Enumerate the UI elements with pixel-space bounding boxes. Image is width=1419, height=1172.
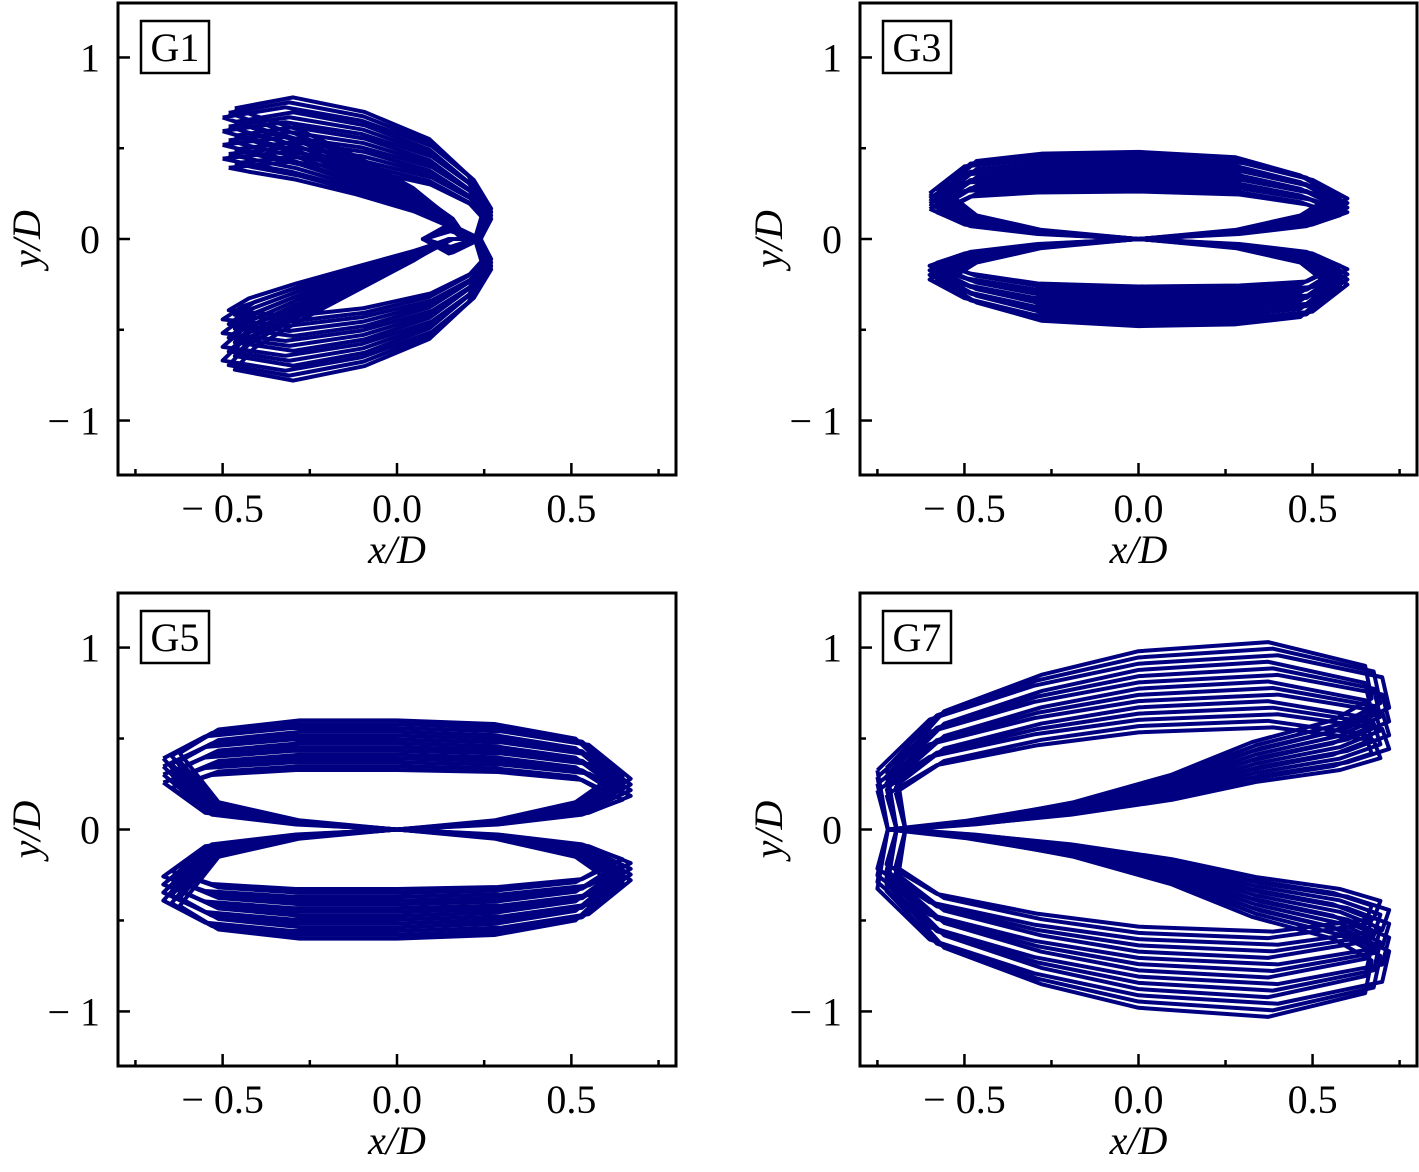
trajectory-line	[226, 159, 490, 319]
trajectory-group	[927, 149, 1350, 329]
panel-tag: G5	[151, 615, 200, 660]
x-tick-label: 0.5	[1288, 1077, 1338, 1122]
y-axis-label: y/D	[4, 801, 49, 863]
panel-tag-box	[881, 19, 953, 75]
panel-tag-box	[139, 609, 211, 665]
x-tick-label: − 0.5	[181, 486, 264, 531]
y-tick-label: 1	[822, 35, 842, 80]
x-tick-label: − 0.5	[923, 486, 1006, 531]
y-tick-label: 0	[822, 808, 842, 853]
panel-tag: G1	[151, 25, 200, 70]
trajectory-line	[934, 189, 1343, 289]
trajectory-line	[893, 718, 1374, 941]
y-axis-label: y/D	[746, 801, 791, 863]
x-tick-label: 0.5	[546, 1077, 596, 1122]
trajectory-line	[884, 705, 1383, 954]
x-axis-label: x/D	[367, 527, 426, 572]
y-tick-label: 0	[822, 217, 842, 262]
x-tick-label: 0.0	[372, 1077, 422, 1122]
y-tick-label: − 1	[789, 399, 842, 444]
panel-g3: − 0.5 0.0 0.5 1 0 − 1 x/D y/D G3	[746, 1, 1419, 572]
panel-tag: G7	[893, 615, 942, 660]
y-tick-label: 1	[822, 626, 842, 671]
x-axis-label: x/D	[1109, 1118, 1168, 1163]
x-axis-label: x/D	[1109, 527, 1168, 572]
x-tick-label: 0.0	[1114, 1077, 1164, 1122]
trajectory-line	[220, 149, 494, 329]
y-tick-label: − 1	[47, 399, 100, 444]
x-tick-label: 0.0	[372, 486, 422, 531]
x-axis-label: x/D	[367, 1118, 426, 1163]
x-tick-label: − 0.5	[923, 1077, 1006, 1122]
x-tick-label: 0.5	[546, 486, 596, 531]
panel-tag-box	[881, 609, 953, 665]
y-axis-label: y/D	[4, 210, 49, 272]
trajectory-line	[884, 686, 1383, 973]
y-tick-label: 1	[80, 626, 100, 671]
trajectory-group	[220, 95, 494, 383]
trajectory-line	[220, 120, 494, 358]
trajectory-line	[169, 768, 625, 891]
trajectory-line	[884, 725, 1383, 934]
panel-g1: − 0.5 0.0 0.5 1 0 − 1 x/D y/D G1	[4, 1, 678, 572]
x-tick-label: 0.0	[1114, 486, 1164, 531]
trajectory-group	[161, 718, 633, 941]
panel-tag-box	[139, 19, 211, 75]
y-tick-label: 0	[80, 808, 100, 853]
panel-g5: − 0.5 0.0 0.5 1 0 − 1 x/D y/D G5	[4, 591, 678, 1163]
x-tick-label: − 0.5	[181, 1077, 264, 1122]
trajectory-group	[875, 640, 1392, 1019]
y-tick-label: 1	[80, 35, 100, 80]
y-tick-label: − 1	[47, 989, 100, 1034]
y-tick-label: 0	[80, 217, 100, 262]
trajectory-line	[220, 105, 494, 373]
trajectory-line	[893, 699, 1374, 960]
trajectory-line	[220, 135, 494, 343]
panel-tag: G3	[893, 25, 942, 70]
panel-g7: − 0.5 0.0 0.5 1 0 − 1 x/D y/D G7	[746, 591, 1419, 1163]
y-axis-label: y/D	[746, 210, 791, 272]
x-tick-label: 0.5	[1288, 486, 1338, 531]
y-tick-label: − 1	[789, 989, 842, 1034]
